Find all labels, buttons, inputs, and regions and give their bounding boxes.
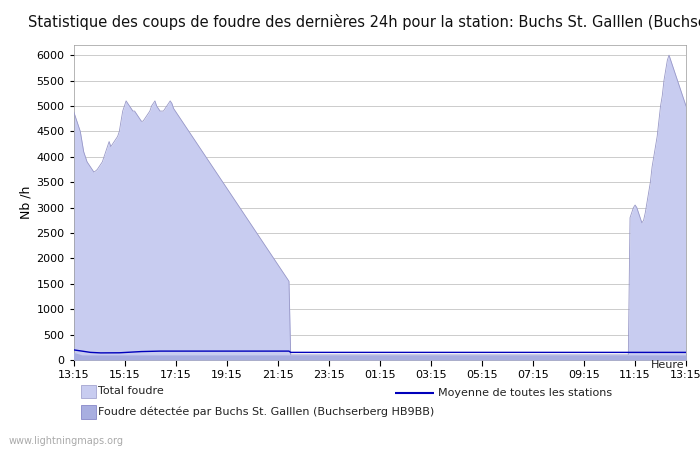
Text: www.lightningmaps.org: www.lightningmaps.org <box>8 436 123 446</box>
Text: Statistique des coups de foudre des dernières 24h pour la station: Buchs St. Gal: Statistique des coups de foudre des dern… <box>28 14 700 30</box>
Text: Foudre détectée par Buchs St. Galllen (Buchserberg HB9BB): Foudre détectée par Buchs St. Galllen (B… <box>98 406 434 417</box>
Text: Total foudre: Total foudre <box>98 387 164 396</box>
Text: Heure: Heure <box>651 360 685 369</box>
Text: Moyenne de toutes les stations: Moyenne de toutes les stations <box>438 388 612 398</box>
Y-axis label: Nb /h: Nb /h <box>19 186 32 219</box>
